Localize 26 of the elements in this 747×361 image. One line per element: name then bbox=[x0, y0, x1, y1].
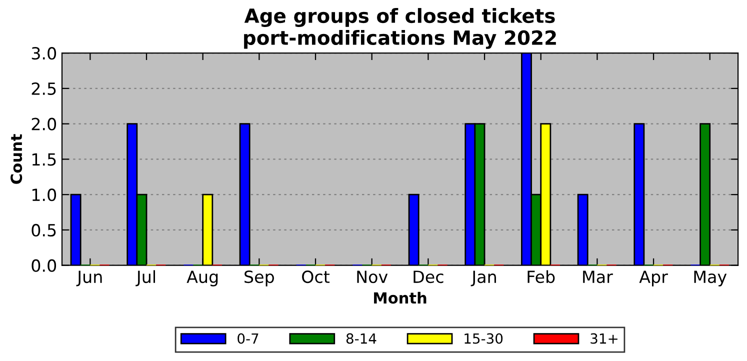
x-tick-label: May bbox=[694, 270, 727, 286]
x-tick-label: Feb bbox=[528, 270, 555, 284]
x-tick-label: Sep bbox=[244, 270, 274, 286]
x-tick-label: Nov bbox=[357, 270, 388, 284]
y-tick-label: 2.5 bbox=[32, 82, 56, 96]
x-tick-label: Oct bbox=[302, 270, 330, 284]
x-tick-label: Mar bbox=[583, 270, 613, 284]
legend-label: 31+ bbox=[590, 333, 618, 344]
y-tick-label: 1.5 bbox=[32, 153, 56, 166]
legend-label: 0-7 bbox=[238, 333, 258, 344]
y-tick-label: 1.0 bbox=[32, 188, 56, 202]
x-tick-label: Aug bbox=[186, 270, 218, 286]
y-tick-label: 2.0 bbox=[32, 118, 56, 130]
x-tick-label: Dec bbox=[414, 270, 444, 284]
legend-label: 8-14 bbox=[346, 333, 376, 344]
legend-label: 15-30 bbox=[464, 333, 503, 344]
x-tick-label: Jan bbox=[470, 270, 496, 286]
x-axis-title: Month bbox=[374, 292, 426, 304]
y-tick-label: 3.0 bbox=[32, 47, 56, 60]
x-tick-label: Jun bbox=[76, 270, 102, 286]
y-tick-label: 0.0 bbox=[32, 259, 56, 272]
x-tick-label: Apr bbox=[639, 270, 668, 286]
chart-title: Age groups of closed tickets port-modifications May 2022 bbox=[244, 8, 556, 49]
y-tick-label: 0.5 bbox=[32, 224, 56, 237]
x-tick-label: Jul bbox=[136, 270, 155, 286]
y-axis-title: Count bbox=[10, 134, 22, 184]
